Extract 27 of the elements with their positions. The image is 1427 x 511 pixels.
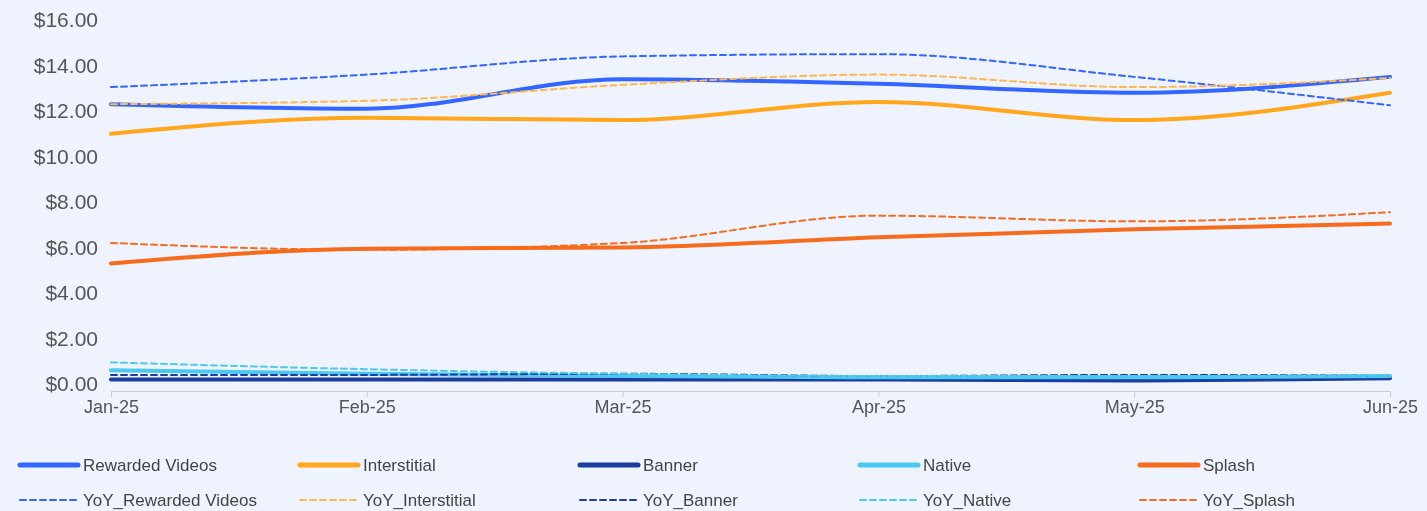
x-tick-label: Apr-25 bbox=[851, 396, 906, 417]
legend-label: YoY_Banner bbox=[643, 490, 739, 510]
legend-label: Banner bbox=[643, 455, 699, 475]
legend-label: Splash bbox=[1203, 455, 1255, 475]
y-tick-label: $6.00 bbox=[45, 235, 98, 259]
x-tick-label: Mar-25 bbox=[594, 396, 652, 417]
legend-label: Native bbox=[923, 455, 972, 475]
y-tick-label: $2.00 bbox=[45, 326, 98, 350]
legend-label: Rewarded Videos bbox=[83, 455, 217, 475]
x-tick-label: Jan-25 bbox=[83, 396, 140, 417]
x-tick-label: May-25 bbox=[1104, 396, 1165, 417]
legend-label: YoY_Interstitial bbox=[363, 490, 476, 510]
y-tick-label: $10.00 bbox=[33, 144, 98, 168]
line-series bbox=[110, 53, 1391, 107]
y-tick-label: $4.00 bbox=[45, 281, 98, 305]
x-tick-label: Jun-25 bbox=[1362, 396, 1419, 417]
legend-label: YoY_Rewarded Videos bbox=[83, 490, 257, 510]
y-tick-label: $8.00 bbox=[45, 190, 98, 214]
line-series bbox=[109, 90, 1392, 136]
x-tick-label: Feb-25 bbox=[338, 396, 396, 417]
y-tick-label: $14.00 bbox=[33, 53, 98, 77]
legend-label: Interstitial bbox=[363, 455, 436, 475]
legend-label: YoY_Splash bbox=[1203, 490, 1296, 510]
y-tick-label: $16.00 bbox=[33, 8, 98, 32]
y-tick-label: $0.00 bbox=[45, 372, 98, 396]
legend-label: YoY_Native bbox=[923, 490, 1012, 510]
y-tick-label: $12.00 bbox=[33, 99, 98, 123]
